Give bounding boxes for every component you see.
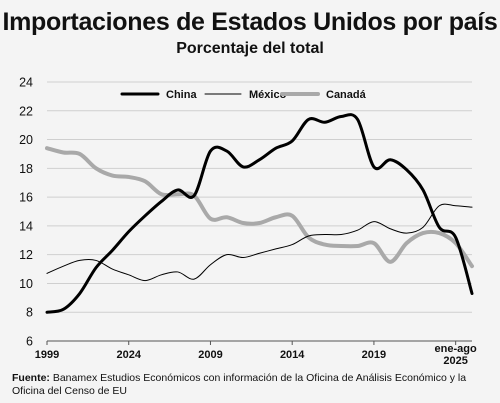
source-note: Fuente: Banamex Estudios Económicos con … — [12, 372, 492, 398]
x-tick-label: 2024 — [116, 349, 141, 361]
y-tick-label: 6 — [26, 335, 33, 349]
source-text: Banamex Estudios Económicos con informac… — [12, 372, 467, 397]
y-tick-label: 18 — [19, 162, 33, 176]
chart-subtitle: Porcentaje del total — [176, 40, 324, 57]
x-tick-label: 2019 — [362, 349, 386, 361]
y-tick-label: 12 — [19, 248, 33, 262]
series-line-canada — [45, 146, 474, 269]
legend-label: Canadá — [326, 89, 367, 101]
series-line-mexico — [46, 203, 473, 282]
y-tick-label: 8 — [26, 306, 33, 320]
legend-label: China — [166, 89, 197, 101]
y-tick-label: 14 — [19, 219, 33, 233]
source-label: Fuente: — [12, 372, 50, 384]
y-tick-label: 10 — [19, 277, 33, 291]
y-tick-label: 22 — [19, 104, 33, 118]
series-line-china — [45, 113, 474, 314]
y-tick-label: 24 — [19, 76, 33, 90]
chart-title: Importaciones de Estados Unidos por país — [2, 8, 498, 36]
x-tick-label: 2014 — [280, 349, 305, 361]
y-tick-label: 16 — [19, 191, 33, 205]
x-tick-label: 2009 — [198, 349, 222, 361]
y-tick-label: 20 — [19, 133, 33, 147]
x-tick-label: ene-ago 2025 — [435, 343, 477, 367]
x-tick-label: 1999 — [35, 349, 59, 361]
legend-label: México — [249, 89, 287, 101]
